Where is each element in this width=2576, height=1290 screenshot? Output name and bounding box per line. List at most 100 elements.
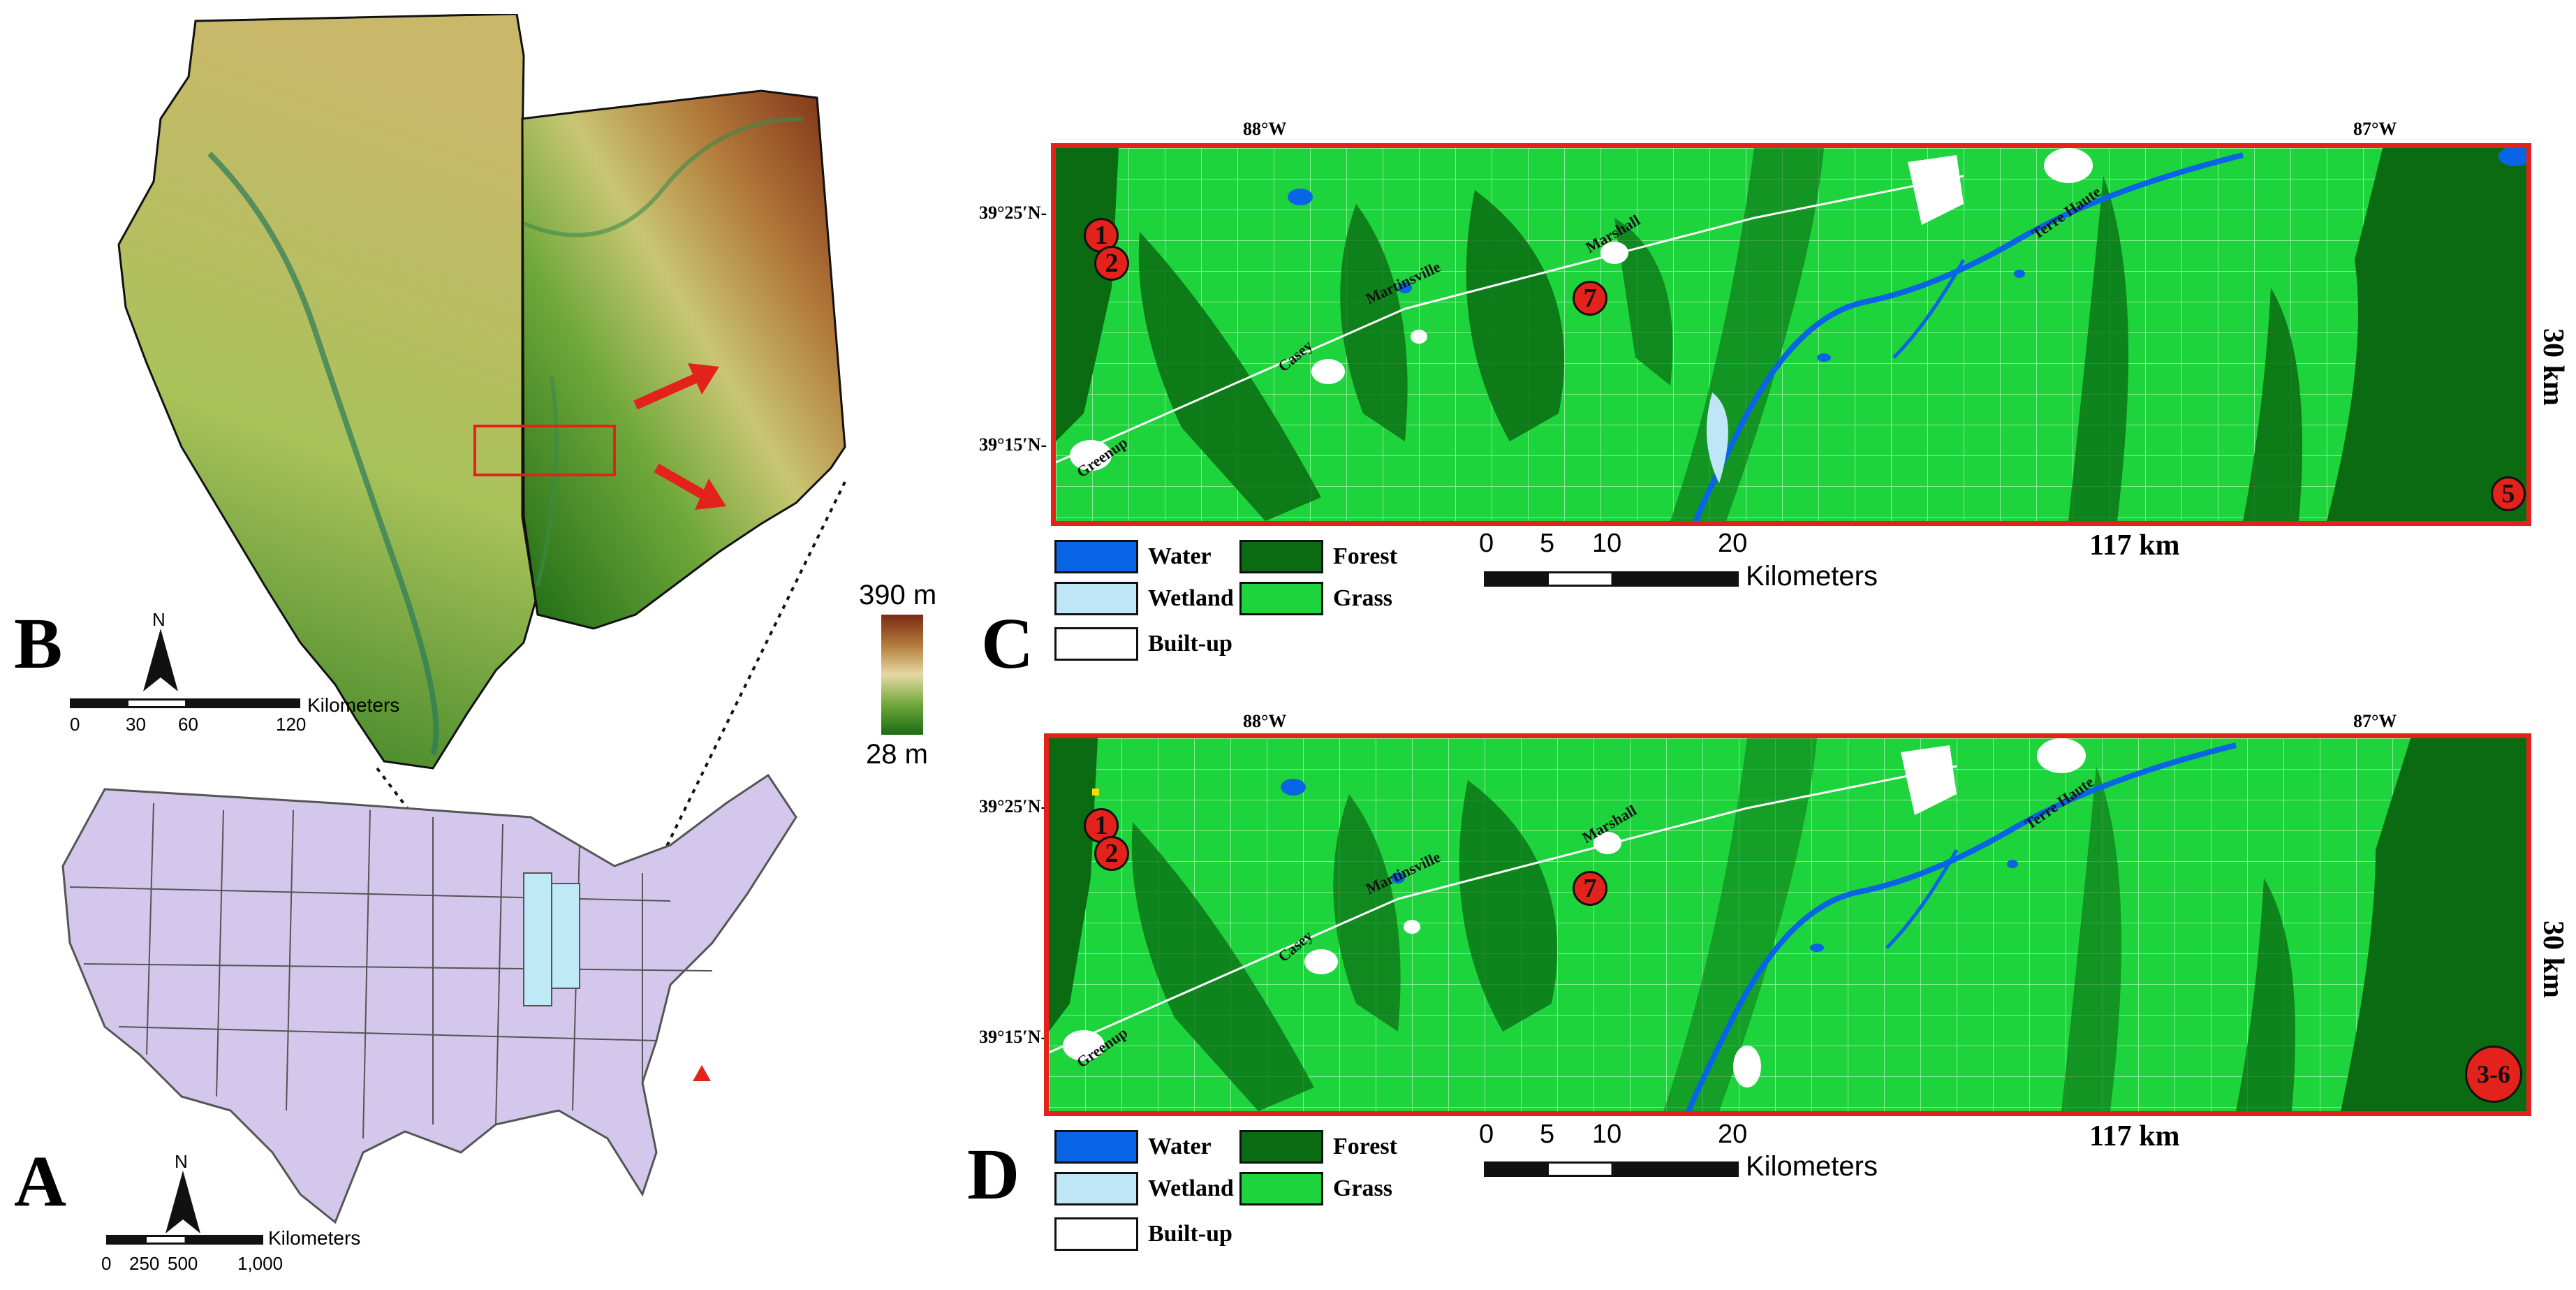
legend-label: Grass <box>1333 1175 1392 1201</box>
forest-swatch <box>1239 540 1323 573</box>
site-marker-c: 1 <box>1084 218 1119 253</box>
legend-water-c: Water <box>1054 540 1212 573</box>
north-label-a: N <box>175 1151 188 1172</box>
water-swatch <box>1054 540 1138 573</box>
height-label-c: 30 km <box>2537 328 2569 406</box>
scale-tick-b-2: 60 <box>178 714 198 735</box>
panel-letter-a: A <box>14 1141 67 1222</box>
lat-bottom-c: 39°15′N- <box>979 434 1047 455</box>
north-label-b: N <box>152 609 165 630</box>
landcover-map-d: Terre Haute Marshall Martinsville Casey … <box>1044 733 2531 1116</box>
us-map <box>61 773 797 1224</box>
site-marker-d: 1 <box>1084 808 1119 843</box>
builtup-swatch <box>1054 627 1138 661</box>
scale-unit-d: Kilometers <box>1746 1151 1878 1182</box>
panel-letter-b: B <box>14 603 63 684</box>
scale-tick-d-2: 10 <box>1592 1120 1622 1149</box>
legend-grass-c: Grass <box>1239 582 1392 615</box>
legend-water-d: Water <box>1054 1130 1212 1164</box>
elevation-map <box>117 14 846 770</box>
scale-tick-b-0: 0 <box>70 714 80 735</box>
landcover-d-svg <box>1049 738 2526 1111</box>
scale-tick-a-2: 500 <box>168 1253 198 1274</box>
legend-forest-d: Forest <box>1239 1130 1397 1164</box>
lat-bottom-d: 39°15′N- <box>979 1027 1047 1047</box>
site-marker-c: 5 <box>2491 476 2526 511</box>
scale-unit-c: Kilometers <box>1746 561 1878 592</box>
scale-tick-c-0: 0 <box>1479 529 1494 558</box>
site-marker-c: 2 <box>1094 246 1129 281</box>
legend-builtup-c: Built-up <box>1054 627 1232 661</box>
site-marker-d: 2 <box>1094 836 1129 871</box>
legend-label: Forest <box>1333 1134 1397 1159</box>
legend-builtup-d: Built-up <box>1054 1217 1232 1251</box>
legend-label: Grass <box>1333 585 1392 611</box>
scale-tick-a-1: 250 <box>129 1253 160 1274</box>
il-in-border <box>521 119 539 615</box>
scale-bar-c <box>1484 571 1739 587</box>
legend-label: Wetland <box>1148 1175 1234 1201</box>
lat-top-c: 39°25′N- <box>979 203 1047 223</box>
panel-letter-c: C <box>981 603 1034 684</box>
scale-tick-c-2: 10 <box>1592 529 1622 558</box>
grass-swatch <box>1239 582 1323 615</box>
site-marker-d: 7 <box>1573 871 1607 906</box>
site-marker-d: 3-6 <box>2465 1046 2522 1103</box>
scale-bar-b <box>70 698 300 708</box>
scale-tick-a-3: 1,000 <box>237 1253 284 1274</box>
scale-tick-a-0: 0 <box>101 1253 112 1274</box>
indiana-shape <box>521 89 846 630</box>
scale-tick-b-1: 30 <box>126 714 146 735</box>
elevation-min-label: 28 m <box>866 739 928 770</box>
illinois-highlight <box>523 872 552 1006</box>
height-label-d: 30 km <box>2537 921 2569 998</box>
lon-right-c: 87°W <box>2353 119 2397 139</box>
legend-label: Built-up <box>1148 1221 1232 1247</box>
scale-tick-c-1: 5 <box>1540 529 1555 558</box>
legend-wetland-c: Wetland <box>1054 582 1234 615</box>
width-label-c: 117 km <box>2089 529 2180 562</box>
scale-tick-d-3: 20 <box>1718 1120 1748 1149</box>
legend-wetland-d: Wetland <box>1054 1172 1234 1205</box>
lon-left-d: 88°W <box>1243 711 1287 731</box>
landcover-c-svg <box>1056 148 2526 521</box>
grass-swatch <box>1239 1172 1323 1205</box>
legend-forest-c: Forest <box>1239 540 1397 573</box>
arrow-1 <box>633 372 700 410</box>
legend-label: Forest <box>1333 543 1397 569</box>
arrow-2 <box>654 463 708 501</box>
lon-left-c: 88°W <box>1243 119 1287 139</box>
us-outline <box>61 773 797 1224</box>
builtup-swatch <box>1054 1217 1138 1251</box>
landcover-map-c: Terre Haute Marshall Martinsville Casey … <box>1051 143 2531 526</box>
lat-top-d: 39°25′N- <box>979 796 1047 816</box>
lon-right-d: 87°W <box>2353 711 2397 731</box>
scale-bar-a <box>106 1235 263 1245</box>
legend-label: Water <box>1148 543 1212 569</box>
wetland-swatch <box>1054 582 1138 615</box>
wetland-swatch <box>1054 1172 1138 1205</box>
scale-unit-b: Kilometers <box>307 694 400 716</box>
legend-grass-d: Grass <box>1239 1172 1392 1205</box>
scale-bar-d <box>1484 1161 1739 1177</box>
legend-label: Water <box>1148 1134 1212 1159</box>
north-arrow-icon <box>165 1171 200 1233</box>
scale-tick-b-3: 120 <box>276 714 307 735</box>
study-area-box <box>473 425 616 476</box>
site-marker-c: 7 <box>1573 281 1607 316</box>
panel-letter-d: D <box>967 1134 1020 1215</box>
legend-label: Wetland <box>1148 585 1234 611</box>
width-label-d: 117 km <box>2089 1120 2180 1152</box>
water-swatch <box>1054 1130 1138 1164</box>
scale-unit-a: Kilometers <box>268 1227 361 1249</box>
scale-tick-d-0: 0 <box>1479 1120 1494 1149</box>
elevation-colorbar <box>881 615 923 735</box>
indiana-highlight <box>551 883 580 989</box>
scale-tick-c-3: 20 <box>1718 529 1748 558</box>
triangle-marker <box>693 1065 711 1081</box>
elevation-max-label: 390 m <box>859 580 937 610</box>
legend-label: Built-up <box>1148 631 1232 657</box>
north-arrow-icon <box>143 629 178 691</box>
forest-swatch <box>1239 1130 1323 1164</box>
